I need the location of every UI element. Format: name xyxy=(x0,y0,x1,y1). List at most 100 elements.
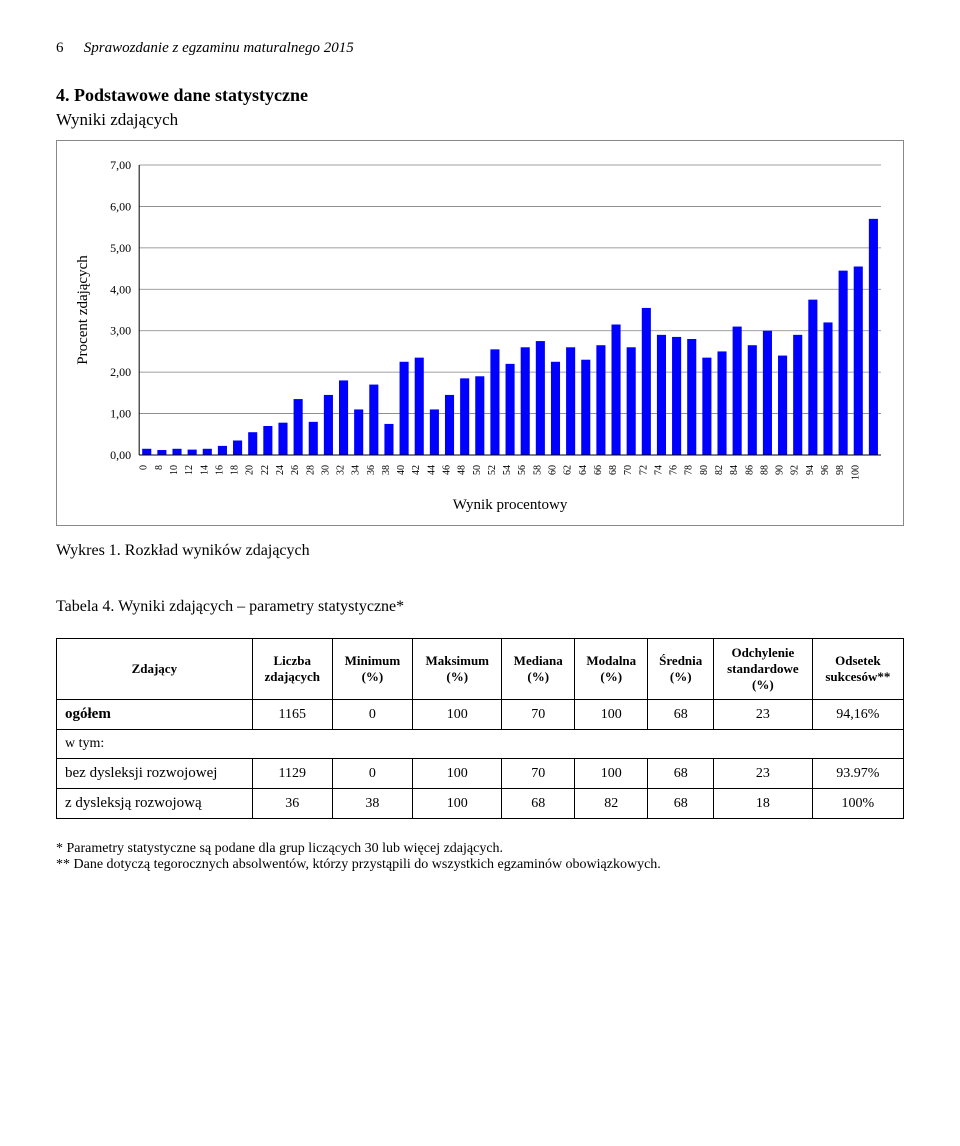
svg-text:50: 50 xyxy=(472,465,483,475)
svg-text:54: 54 xyxy=(502,465,513,475)
svg-text:84: 84 xyxy=(729,465,740,475)
table-cell: 100 xyxy=(575,700,648,730)
svg-text:88: 88 xyxy=(759,465,770,475)
table-cell: 100 xyxy=(575,759,648,789)
svg-text:96: 96 xyxy=(820,465,831,475)
svg-text:64: 64 xyxy=(578,465,589,475)
svg-text:76: 76 xyxy=(669,465,680,475)
table-cell: 18 xyxy=(714,789,813,819)
svg-text:62: 62 xyxy=(563,465,574,475)
svg-text:52: 52 xyxy=(487,465,498,475)
table-cell: 68 xyxy=(502,789,575,819)
svg-text:24: 24 xyxy=(275,465,286,475)
table-cell: 68 xyxy=(648,759,714,789)
table-header: Zdający xyxy=(57,639,253,700)
statistics-table: ZdającyLiczbazdającychMinimum(%)Maksimum… xyxy=(56,638,904,819)
svg-text:82: 82 xyxy=(714,465,725,475)
svg-text:42: 42 xyxy=(411,465,422,475)
row-label: ogółem xyxy=(57,700,253,730)
figure-caption: Wykres 1. Rozkład wyników zdających xyxy=(56,542,904,560)
table-cell: 1129 xyxy=(252,759,332,789)
svg-text:60: 60 xyxy=(547,465,558,475)
table-row: z dysleksją rozwojową363810068826818100% xyxy=(57,789,904,819)
table-cell: 0 xyxy=(332,759,412,789)
table-header: Liczbazdających xyxy=(252,639,332,700)
page-number: 6 xyxy=(56,40,80,57)
svg-text:28: 28 xyxy=(305,465,316,475)
svg-text:0: 0 xyxy=(139,465,150,470)
svg-text:44: 44 xyxy=(426,465,437,475)
svg-text:6,00: 6,00 xyxy=(110,199,131,213)
svg-text:14: 14 xyxy=(199,465,210,475)
table-cell: 100 xyxy=(413,700,502,730)
svg-text:68: 68 xyxy=(608,465,619,475)
svg-text:74: 74 xyxy=(653,465,664,475)
table-header: Odchyleniestandardowe(%) xyxy=(714,639,813,700)
table-cell: 100 xyxy=(413,759,502,789)
svg-text:38: 38 xyxy=(381,465,392,475)
svg-text:Wynik procentowy: Wynik procentowy xyxy=(453,497,568,513)
row-label: bez dysleksji rozwojowej xyxy=(57,759,253,789)
footnote-1: * Parametry statystyczne są podane dla g… xyxy=(56,841,904,857)
table-caption: Tabela 4. Wyniki zdających – parametry s… xyxy=(56,598,904,616)
table-cell: 36 xyxy=(252,789,332,819)
svg-text:Procent zdających: Procent zdających xyxy=(75,255,91,365)
svg-text:18: 18 xyxy=(230,465,241,475)
table-header: Odseteksukcesów** xyxy=(812,639,903,700)
svg-text:56: 56 xyxy=(517,465,528,475)
table-cell: 0 xyxy=(332,700,412,730)
svg-text:22: 22 xyxy=(260,465,271,475)
svg-text:66: 66 xyxy=(593,465,604,475)
svg-text:8: 8 xyxy=(154,465,165,470)
svg-text:48: 48 xyxy=(457,465,468,475)
svg-text:46: 46 xyxy=(442,465,453,475)
table-cell: 82 xyxy=(575,789,648,819)
svg-text:86: 86 xyxy=(744,465,755,475)
svg-text:0,00: 0,00 xyxy=(110,448,131,462)
svg-text:92: 92 xyxy=(790,465,801,475)
table-header: Minimum(%) xyxy=(332,639,412,700)
svg-text:70: 70 xyxy=(623,465,634,475)
svg-text:2,00: 2,00 xyxy=(110,365,131,379)
table-cell: 100% xyxy=(812,789,903,819)
table-cell: 94,16% xyxy=(812,700,903,730)
footnote-2: ** Dane dotyczą tegorocznych absolwentów… xyxy=(56,857,904,873)
row-label: z dysleksją rozwojową xyxy=(57,789,253,819)
running-header: 6 Sprawozdanie z egzaminu maturalnego 20… xyxy=(56,40,904,57)
table-row: bez dysleksji rozwojowej1129010070100682… xyxy=(57,759,904,789)
table-cell: 68 xyxy=(648,700,714,730)
svg-text:34: 34 xyxy=(351,465,362,475)
footnotes: * Parametry statystyczne są podane dla g… xyxy=(56,841,904,873)
table-header: Mediana(%) xyxy=(502,639,575,700)
svg-text:94: 94 xyxy=(805,465,816,475)
table-cell: 70 xyxy=(502,700,575,730)
svg-text:20: 20 xyxy=(245,465,256,475)
svg-text:4,00: 4,00 xyxy=(110,282,131,296)
svg-text:10: 10 xyxy=(169,465,180,475)
table-row: ogółem1165010070100682394,16% xyxy=(57,700,904,730)
table-cell: 23 xyxy=(714,700,813,730)
section-title: 4. Podstawowe dane statystyczne xyxy=(56,85,904,106)
svg-text:58: 58 xyxy=(532,465,543,475)
section-subtitle: Wyniki zdających xyxy=(56,110,904,130)
svg-text:1,00: 1,00 xyxy=(110,407,131,421)
svg-text:16: 16 xyxy=(214,465,225,475)
bar-chart: 0,001,002,003,004,005,006,007,0008101214… xyxy=(69,155,891,515)
svg-text:30: 30 xyxy=(320,465,331,475)
table-group-row: w tym: xyxy=(57,730,904,759)
svg-text:26: 26 xyxy=(290,465,301,475)
svg-text:5,00: 5,00 xyxy=(110,241,131,255)
table-cell: 100 xyxy=(413,789,502,819)
table-header: Maksimum(%) xyxy=(413,639,502,700)
svg-text:12: 12 xyxy=(184,465,195,475)
table-header: Modalna(%) xyxy=(575,639,648,700)
table-group-label: w tym: xyxy=(57,730,904,759)
chart-container: 0,001,002,003,004,005,006,007,0008101214… xyxy=(56,140,904,526)
svg-text:32: 32 xyxy=(336,465,347,475)
table-header: Średnia(%) xyxy=(648,639,714,700)
svg-text:72: 72 xyxy=(638,465,649,475)
svg-text:100: 100 xyxy=(850,465,861,480)
table-cell: 1165 xyxy=(252,700,332,730)
svg-text:80: 80 xyxy=(699,465,710,475)
table-cell: 68 xyxy=(648,789,714,819)
